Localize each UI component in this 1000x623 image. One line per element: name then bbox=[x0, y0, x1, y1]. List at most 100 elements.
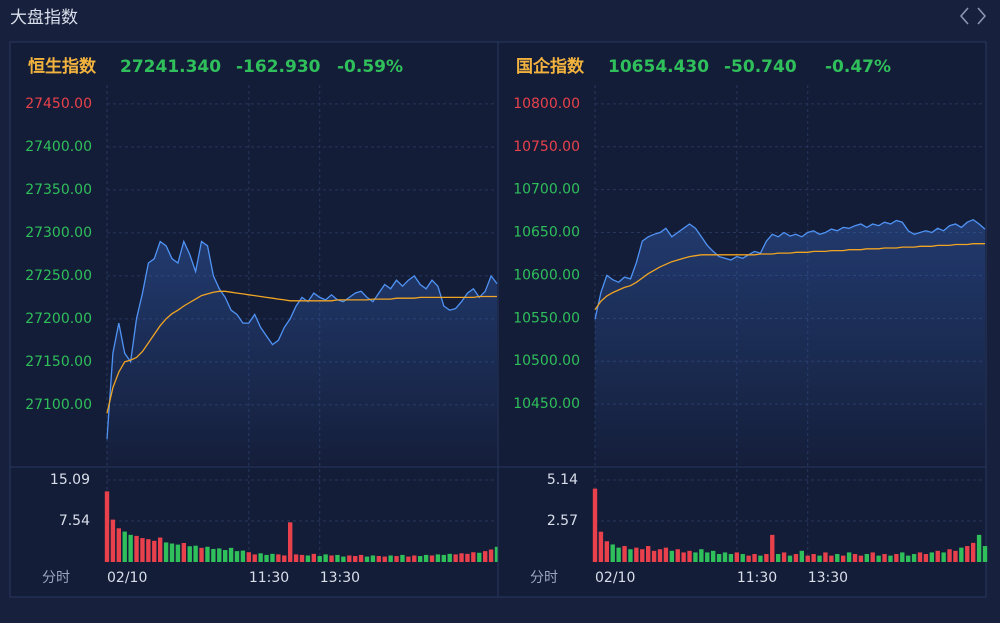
price-area bbox=[107, 241, 497, 465]
last-price: 10654.430 bbox=[608, 57, 709, 77]
volume-bar bbox=[900, 552, 905, 562]
volume-bar bbox=[959, 547, 964, 562]
y-tick-label: 27450.00 bbox=[25, 96, 92, 112]
y-tick-label: 10650.00 bbox=[513, 225, 580, 241]
x-tick-label: 13:30 bbox=[320, 570, 360, 586]
next-arrow[interactable] bbox=[977, 7, 987, 25]
volume-bar bbox=[222, 550, 228, 562]
volume-bar bbox=[169, 543, 175, 562]
volume-tick-label: 7.54 bbox=[59, 513, 90, 529]
y-tick-label: 27400.00 bbox=[25, 139, 92, 155]
volume-bar bbox=[264, 554, 269, 562]
volume-bar bbox=[175, 544, 181, 562]
volume-bar bbox=[453, 554, 458, 562]
volume-bar bbox=[775, 554, 781, 562]
volume-bar bbox=[947, 549, 952, 562]
volume-bar bbox=[675, 549, 680, 562]
average-line bbox=[594, 243, 985, 311]
y-tick-label: 10800.00 bbox=[513, 96, 580, 112]
volume-bar bbox=[352, 556, 358, 562]
volume-bar bbox=[417, 556, 423, 562]
volume-bar bbox=[935, 550, 940, 562]
change-percent: -0.59% bbox=[337, 57, 403, 77]
volume-bar bbox=[341, 556, 346, 562]
volume-bar bbox=[728, 554, 734, 562]
x-tick-label: 02/10 bbox=[595, 570, 635, 586]
volume-bar bbox=[181, 542, 187, 562]
volume-bar bbox=[876, 555, 881, 562]
volume-bar bbox=[134, 535, 139, 562]
volume-bar bbox=[976, 534, 982, 562]
volume-bar bbox=[817, 555, 822, 562]
volume-bar bbox=[128, 534, 133, 562]
y-tick-label: 10450.00 bbox=[513, 396, 580, 412]
volume-bar bbox=[187, 546, 192, 562]
volume-bar bbox=[329, 555, 334, 562]
volume-bar bbox=[781, 552, 787, 562]
volume-bar bbox=[651, 550, 657, 562]
volume-bar bbox=[858, 555, 864, 562]
volume-bar bbox=[917, 552, 923, 562]
volume-bar bbox=[471, 552, 476, 562]
volume-bar bbox=[193, 545, 198, 562]
volume-bar bbox=[693, 552, 698, 562]
volume-bar bbox=[441, 554, 447, 562]
volume-bar bbox=[835, 554, 840, 562]
last-price: 27241.340 bbox=[120, 57, 221, 77]
volume-bar bbox=[293, 554, 299, 562]
volume-bar bbox=[681, 552, 686, 562]
y-tick-label: 10550.00 bbox=[513, 310, 580, 326]
volume-bar bbox=[746, 555, 751, 562]
y-tick-label: 10500.00 bbox=[513, 353, 580, 369]
volume-bar bbox=[104, 491, 110, 562]
volume-bar bbox=[370, 555, 376, 562]
index-name: 恒生指数 bbox=[28, 56, 97, 77]
x-tick-label: 02/10 bbox=[107, 570, 147, 586]
x-tick-label: 11:30 bbox=[249, 570, 289, 586]
volume-bar bbox=[252, 554, 257, 562]
volume-bar bbox=[870, 552, 875, 562]
volume-bar bbox=[347, 555, 352, 562]
volume-bar bbox=[846, 552, 852, 562]
volume-bar bbox=[923, 554, 929, 562]
volume-bar bbox=[657, 549, 663, 562]
y-tick-label: 27300.00 bbox=[25, 225, 92, 241]
volume-bar bbox=[228, 547, 234, 562]
volume-bar bbox=[640, 549, 645, 562]
volume-bar bbox=[793, 554, 799, 562]
volume-bar bbox=[205, 546, 210, 562]
volume-bar bbox=[335, 554, 340, 562]
volume-bar bbox=[764, 554, 769, 562]
volume-bar bbox=[699, 549, 704, 562]
volume-bar bbox=[941, 552, 946, 562]
volume-bar bbox=[435, 554, 441, 562]
volume-bar bbox=[494, 546, 500, 562]
volume-bar bbox=[829, 555, 834, 562]
volume-bar bbox=[246, 552, 252, 562]
volume-bar bbox=[157, 537, 163, 562]
volume-bar bbox=[234, 551, 240, 562]
y-tick-label: 10750.00 bbox=[513, 139, 580, 155]
prev-arrow[interactable] bbox=[959, 7, 969, 25]
volume-bar bbox=[894, 554, 899, 562]
volume-bar bbox=[116, 528, 122, 562]
volume-bar bbox=[258, 553, 263, 562]
volume-bar bbox=[604, 541, 610, 562]
volume-bar bbox=[394, 556, 399, 562]
volume-bar bbox=[217, 548, 222, 562]
y-tick-label: 10700.00 bbox=[513, 182, 580, 198]
volume-bar bbox=[888, 555, 893, 562]
page-title: 大盘指数 bbox=[10, 8, 78, 28]
volume-bar bbox=[852, 554, 858, 562]
volume-bar bbox=[929, 552, 935, 562]
volume-bar bbox=[299, 554, 305, 562]
volume-bar bbox=[423, 554, 429, 562]
volume-bar bbox=[477, 552, 482, 562]
volume-bar bbox=[758, 555, 763, 562]
volume-bar bbox=[805, 555, 810, 562]
y-tick-label: 27100.00 bbox=[25, 397, 92, 413]
volume-bar bbox=[287, 522, 293, 562]
volume-bar bbox=[622, 546, 627, 562]
